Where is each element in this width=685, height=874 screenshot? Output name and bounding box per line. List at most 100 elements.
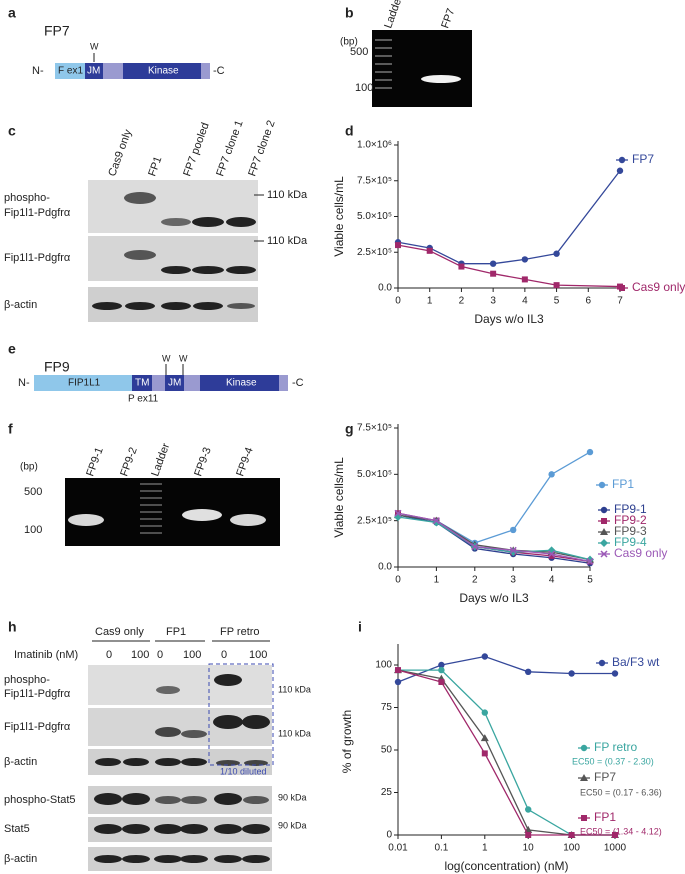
legend-label: FP9-2 xyxy=(614,513,647,527)
row-label: phospho-Stat5 xyxy=(4,794,76,806)
dose: 100 xyxy=(183,649,201,661)
unit: (bp) xyxy=(340,37,358,48)
c-term: -C xyxy=(292,377,304,389)
x-tick-label: 0.01 xyxy=(388,843,408,854)
data-point xyxy=(616,167,624,174)
size-label: 500 xyxy=(350,46,368,58)
y-tick-label: 50 xyxy=(381,745,393,756)
size-label: 100 xyxy=(355,82,373,94)
panel-letter: e xyxy=(8,341,16,357)
panel-letter: f xyxy=(8,421,13,437)
domain-label: Kinase xyxy=(226,378,257,389)
data-point xyxy=(489,260,497,267)
x-tick-label: 6 xyxy=(586,296,592,307)
domain xyxy=(85,63,103,79)
series-line xyxy=(397,512,591,563)
row-label: β-actin xyxy=(4,756,37,768)
lane-label: Ladder xyxy=(382,0,405,30)
data-point xyxy=(426,247,433,254)
n-term: N- xyxy=(32,65,44,77)
panel-letter: d xyxy=(345,123,354,139)
legend-label: FP9-3 xyxy=(614,524,647,538)
data-point xyxy=(481,709,488,716)
panel-letter: g xyxy=(345,421,354,437)
treatment-label: Imatinib (nM) xyxy=(14,649,78,661)
unit: (bp) xyxy=(20,462,38,473)
data-point xyxy=(395,242,401,249)
annotation: EC50 = (0.17 - 6.36) xyxy=(580,787,662,797)
domain xyxy=(201,63,210,79)
data-point xyxy=(521,276,528,283)
dilution-note: 1/10 diluted xyxy=(220,766,267,776)
y-tick-label: 0 xyxy=(386,830,392,841)
mutation: W xyxy=(162,353,171,363)
data-point xyxy=(471,543,479,551)
data-point xyxy=(438,679,445,685)
domain xyxy=(165,375,184,391)
gel xyxy=(65,478,280,546)
size-label: 100 xyxy=(24,524,42,536)
legend-marker xyxy=(619,285,625,291)
y-tick-label: 100 xyxy=(375,660,392,671)
panel-letter: b xyxy=(345,5,354,21)
size-marker: 110 kDa xyxy=(267,235,308,247)
data-point xyxy=(612,832,618,838)
gel-band xyxy=(230,514,266,526)
lane-label: FP7 pooled xyxy=(181,121,212,178)
domain xyxy=(184,375,200,391)
series-line xyxy=(398,669,615,836)
data-point xyxy=(510,526,517,534)
y-tick-label: 25 xyxy=(381,787,393,798)
legend-label: FP7 xyxy=(594,770,616,784)
series-line xyxy=(397,451,591,544)
blot xyxy=(88,665,272,705)
lane-label: FP9-3 xyxy=(192,446,214,478)
series-line xyxy=(397,655,615,683)
x-tick-label: 7 xyxy=(617,296,623,307)
domain xyxy=(55,63,85,79)
x-tick-label: 1 xyxy=(482,843,488,854)
data-point xyxy=(480,734,489,742)
data-point xyxy=(525,668,532,675)
y-tick-label: 2.5×10⁵ xyxy=(357,515,392,526)
legend-marker xyxy=(581,815,587,821)
row-label: Fip1l1-Pdgfrα xyxy=(4,207,71,219)
domain xyxy=(132,375,152,391)
blot-bands xyxy=(94,674,270,863)
domain xyxy=(123,63,201,79)
dilution-box xyxy=(208,663,274,766)
size-label: 500 xyxy=(24,486,42,498)
lane-label: FP7 clone 1 xyxy=(214,119,245,178)
data-point xyxy=(568,670,575,677)
row-label: β-actin xyxy=(4,853,37,865)
data-point xyxy=(438,661,445,669)
domain xyxy=(200,375,279,391)
size-marker: 110 kDa xyxy=(278,684,311,694)
group-label: Cas9 only xyxy=(95,626,144,638)
x-tick-label: 2 xyxy=(459,296,465,307)
x-tick-label: 4 xyxy=(549,575,555,586)
row-label: phospho- xyxy=(4,674,50,686)
legend-marker xyxy=(618,156,626,164)
group-label: FP1 xyxy=(166,626,186,638)
x-tick-label: 2 xyxy=(472,575,478,586)
lane-label: FP7 xyxy=(439,7,457,30)
legend-marker xyxy=(600,550,608,558)
size-marker: 90 kDa xyxy=(278,820,307,830)
n-term: N- xyxy=(18,377,30,389)
data-point xyxy=(509,546,517,554)
x-tick-label: 1 xyxy=(427,296,433,307)
mutation: W xyxy=(90,41,99,51)
data-point xyxy=(553,282,560,289)
x-tick-label: 3 xyxy=(510,575,516,586)
data-point xyxy=(525,806,532,813)
annotation: EC50 = (0.37 - 2.30) xyxy=(572,756,654,766)
legend-marker xyxy=(580,774,588,781)
row-label: Fip1l1-Pdgfrα xyxy=(4,688,71,700)
lane-label: FP9-4 xyxy=(234,446,256,478)
lane-label: FP7 clone 2 xyxy=(246,119,277,178)
data-point xyxy=(458,263,465,270)
construct-title: FP7 xyxy=(44,23,70,39)
y-tick-label: 7.5×10⁵ xyxy=(357,175,392,186)
size-marker: 110 kDa xyxy=(278,728,311,738)
